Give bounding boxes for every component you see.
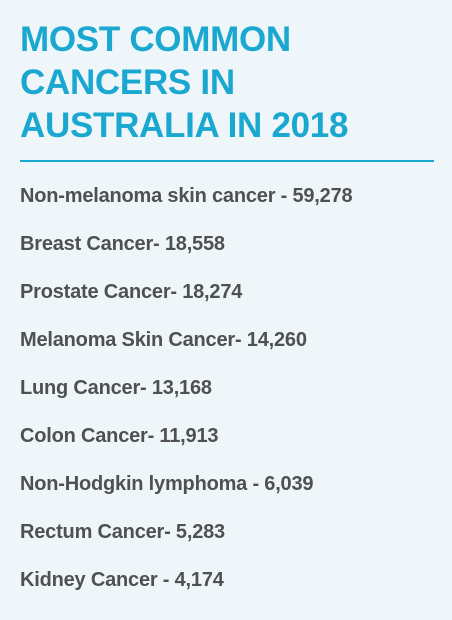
list-item-prostate-cancer: Prostate Cancer- 18,274 xyxy=(20,281,243,303)
list-item-breast-cancer: Breast Cancer- 18,558 xyxy=(20,233,225,255)
title-divider xyxy=(20,160,434,162)
list-item-lung-cancer: Lung Cancer- 13,168 xyxy=(20,377,212,399)
list-item-melanoma-skin-cancer: Melanoma Skin Cancer- 14,260 xyxy=(20,329,307,351)
page-title: MOST COMMON CANCERS IN AUSTRALIA IN 2018 xyxy=(20,18,380,147)
cancer-list: Non-melanoma skin cancer - 59,278 Breast… xyxy=(20,176,353,608)
title-line-1: MOST COMMON xyxy=(20,20,291,59)
list-item-kidney-cancer: Kidney Cancer - 4,174 xyxy=(20,569,224,591)
list-item-rectum-cancer: Rectum Cancer- 5,283 xyxy=(20,521,225,543)
title-line-2: CANCERS IN xyxy=(20,63,235,102)
list-item-non-melanoma-skin-cancer: Non-melanoma skin cancer - 59,278 xyxy=(20,185,353,207)
list-item-colon-cancer: Colon Cancer- 11,913 xyxy=(20,425,219,447)
list-item-non-hodgkin-lymphoma: Non-Hodgkin lymphoma - 6,039 xyxy=(20,473,314,495)
title-line-3: AUSTRALIA IN 2018 xyxy=(20,106,349,145)
